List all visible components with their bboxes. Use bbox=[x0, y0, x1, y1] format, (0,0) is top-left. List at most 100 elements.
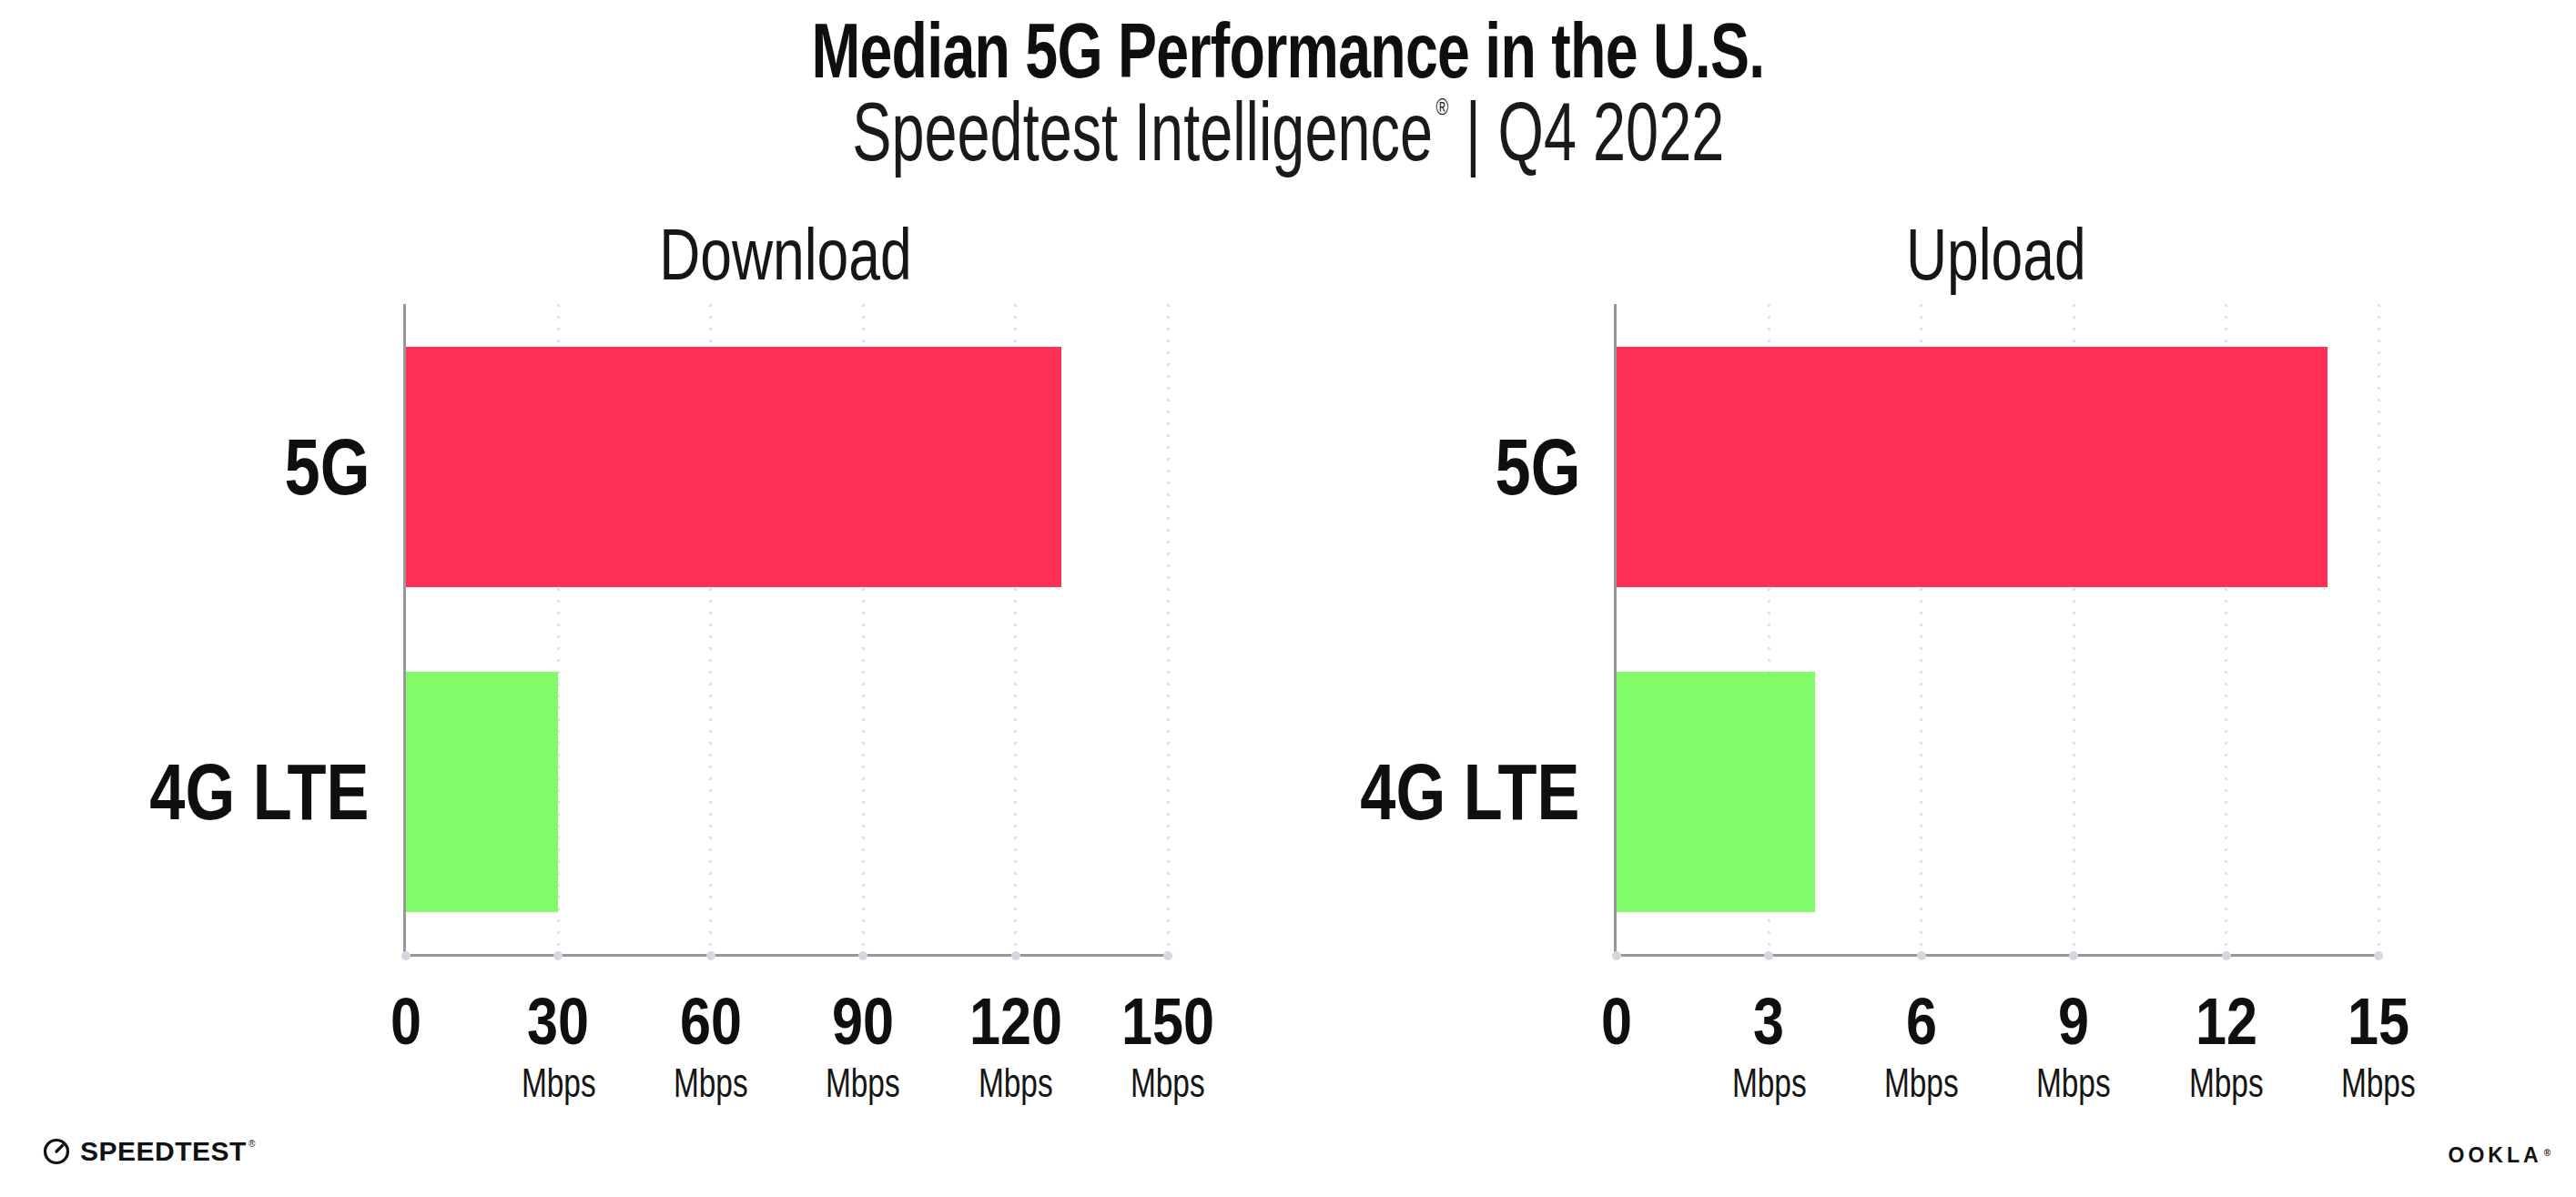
text: 4G LTE bbox=[1361, 750, 1580, 834]
subtitle-separator: | bbox=[1465, 86, 1481, 178]
x-tick-label: 0 bbox=[1544, 989, 1689, 1054]
x-tick-unit: Mbps bbox=[2306, 1063, 2451, 1103]
text: 60 bbox=[680, 989, 742, 1054]
text: 90 bbox=[832, 989, 894, 1054]
text: Mbps bbox=[674, 1063, 748, 1103]
x-tick-value: 0 bbox=[1544, 989, 1689, 1054]
text: Mbps bbox=[1884, 1063, 1959, 1103]
subtitle-period: Q4 2022 bbox=[1497, 86, 1724, 178]
plot-area-upload: 03Mbps6Mbps9Mbps12Mbps15Mbps5G4G LTE bbox=[1614, 304, 2378, 957]
page-title: Median 5G Performance in the U.S. bbox=[0, 11, 2576, 89]
x-tick-value: 9 bbox=[2001, 989, 2146, 1054]
text: 0 bbox=[1601, 989, 1632, 1054]
x-tick-value: 12 bbox=[2154, 989, 2299, 1054]
x-tick-label: 0 bbox=[333, 989, 479, 1054]
axis-tick-dot bbox=[1917, 951, 1926, 960]
bar-5g bbox=[406, 347, 1061, 587]
text: 9 bbox=[2058, 989, 2089, 1054]
page-subtitle-text: Speedtest Intelligence®|Q4 2022 bbox=[852, 91, 1724, 173]
text: 150 bbox=[1121, 989, 1214, 1054]
text: Mbps bbox=[1131, 1063, 1205, 1103]
axis-tick-dot bbox=[1764, 951, 1773, 960]
text: Mbps bbox=[979, 1063, 1053, 1103]
text: 6 bbox=[1906, 989, 1937, 1054]
text: Mbps bbox=[2189, 1063, 2264, 1103]
text: 12 bbox=[2196, 989, 2257, 1054]
text: Mbps bbox=[826, 1063, 900, 1103]
axis-tick-dot bbox=[2069, 951, 2078, 960]
axis-tick-dot bbox=[1612, 951, 1621, 960]
x-tick-label: 60 Mbps bbox=[638, 989, 784, 1103]
axis-tick-dot bbox=[1011, 951, 1020, 960]
speedtest-wordmark: SPEEDTEST bbox=[80, 1136, 247, 1167]
x-tick-unit: Mbps bbox=[2001, 1063, 2146, 1103]
x-tick-value: 3 bbox=[1696, 989, 1841, 1054]
text: 5G bbox=[1495, 425, 1580, 509]
ookla-logo: OOKLA® bbox=[2449, 1143, 2551, 1168]
speedtest-logo: SPEEDTEST ® bbox=[42, 1136, 255, 1167]
bar-4g-lte bbox=[406, 672, 558, 912]
x-tick-unit: Mbps bbox=[485, 1063, 631, 1103]
text: Mbps bbox=[1732, 1063, 1807, 1103]
text: Mbps bbox=[2341, 1063, 2416, 1103]
bar-4g-lte bbox=[1617, 672, 1815, 912]
speedtest-registered-mark: ® bbox=[248, 1139, 255, 1149]
axis-tick-dot bbox=[1163, 951, 1172, 960]
x-tick-label: 150 Mbps bbox=[1095, 989, 1241, 1103]
text: 5G bbox=[284, 425, 370, 509]
x-tick-label: 90 Mbps bbox=[790, 989, 936, 1103]
page: Median 5G Performance in the U.S. Speedt… bbox=[0, 0, 2576, 1197]
bar-5g bbox=[1617, 347, 2328, 587]
x-tick-label: 3 Mbps bbox=[1696, 989, 1841, 1103]
text: Mbps bbox=[2036, 1063, 2111, 1103]
chart-title-upload: Upload bbox=[1614, 218, 2378, 291]
x-tick-unit: Mbps bbox=[1095, 1063, 1241, 1103]
x-tick-value: 15 bbox=[2306, 989, 2451, 1054]
x-tick-label: 15 Mbps bbox=[2306, 989, 2451, 1103]
text: 15 bbox=[2348, 989, 2409, 1054]
axis-tick-dot bbox=[858, 951, 867, 960]
x-tick-value: 60 bbox=[638, 989, 784, 1054]
speedometer-gauge-icon bbox=[42, 1137, 71, 1166]
x-tick-label: 30 Mbps bbox=[485, 989, 631, 1103]
axis-tick-dot bbox=[706, 951, 715, 960]
x-tick-label: 9 Mbps bbox=[2001, 989, 2146, 1103]
x-tick-unit: Mbps bbox=[1849, 1063, 1994, 1103]
x-tick-unit: Mbps bbox=[943, 1063, 1089, 1103]
category-label-4g-lte: 4G LTE bbox=[1305, 750, 1580, 834]
x-tick-value: 6 bbox=[1849, 989, 1994, 1054]
gridline bbox=[1167, 304, 1170, 954]
axis-tick-dot bbox=[401, 951, 411, 960]
ookla-wordmark: OOKLA bbox=[2449, 1143, 2542, 1167]
x-tick-unit: Mbps bbox=[2154, 1063, 2299, 1103]
x-tick-value: 120 bbox=[943, 989, 1089, 1054]
registered-trademark-icon: ® bbox=[1435, 93, 1448, 120]
x-tick-value: 30 bbox=[485, 989, 631, 1054]
chart-title-download: Download bbox=[403, 218, 1168, 291]
text: 30 bbox=[527, 989, 589, 1054]
ookla-registered-mark: ® bbox=[2544, 1148, 2551, 1158]
axis-tick-dot bbox=[553, 951, 563, 960]
text: 0 bbox=[390, 989, 421, 1054]
x-tick-unit: Mbps bbox=[638, 1063, 784, 1103]
x-tick-unit: Mbps bbox=[790, 1063, 936, 1103]
x-tick-value: 90 bbox=[790, 989, 936, 1054]
x-tick-label: 12 Mbps bbox=[2154, 989, 2299, 1103]
subtitle-brand: Speedtest Intelligence bbox=[852, 86, 1433, 178]
x-tick-label: 6 Mbps bbox=[1849, 989, 1994, 1103]
axis-tick-dot bbox=[2222, 951, 2231, 960]
text: 3 bbox=[1753, 989, 1784, 1054]
x-tick-label: 120 Mbps bbox=[943, 989, 1089, 1103]
x-tick-value: 150 bbox=[1095, 989, 1241, 1054]
category-label-5g: 5G bbox=[1474, 425, 1580, 509]
x-tick-value: 0 bbox=[333, 989, 479, 1054]
category-label-5g: 5G bbox=[263, 425, 370, 509]
text: 4G LTE bbox=[150, 750, 370, 834]
page-title-text: Median 5G Performance in the U.S. bbox=[812, 11, 1765, 89]
text: Mbps bbox=[522, 1063, 596, 1103]
text: 120 bbox=[969, 989, 1062, 1054]
gridline bbox=[2378, 304, 2380, 954]
category-label-4g-lte: 4G LTE bbox=[95, 750, 370, 834]
x-tick-unit: Mbps bbox=[1696, 1063, 1841, 1103]
page-subtitle: Speedtest Intelligence®|Q4 2022 bbox=[0, 91, 2576, 173]
